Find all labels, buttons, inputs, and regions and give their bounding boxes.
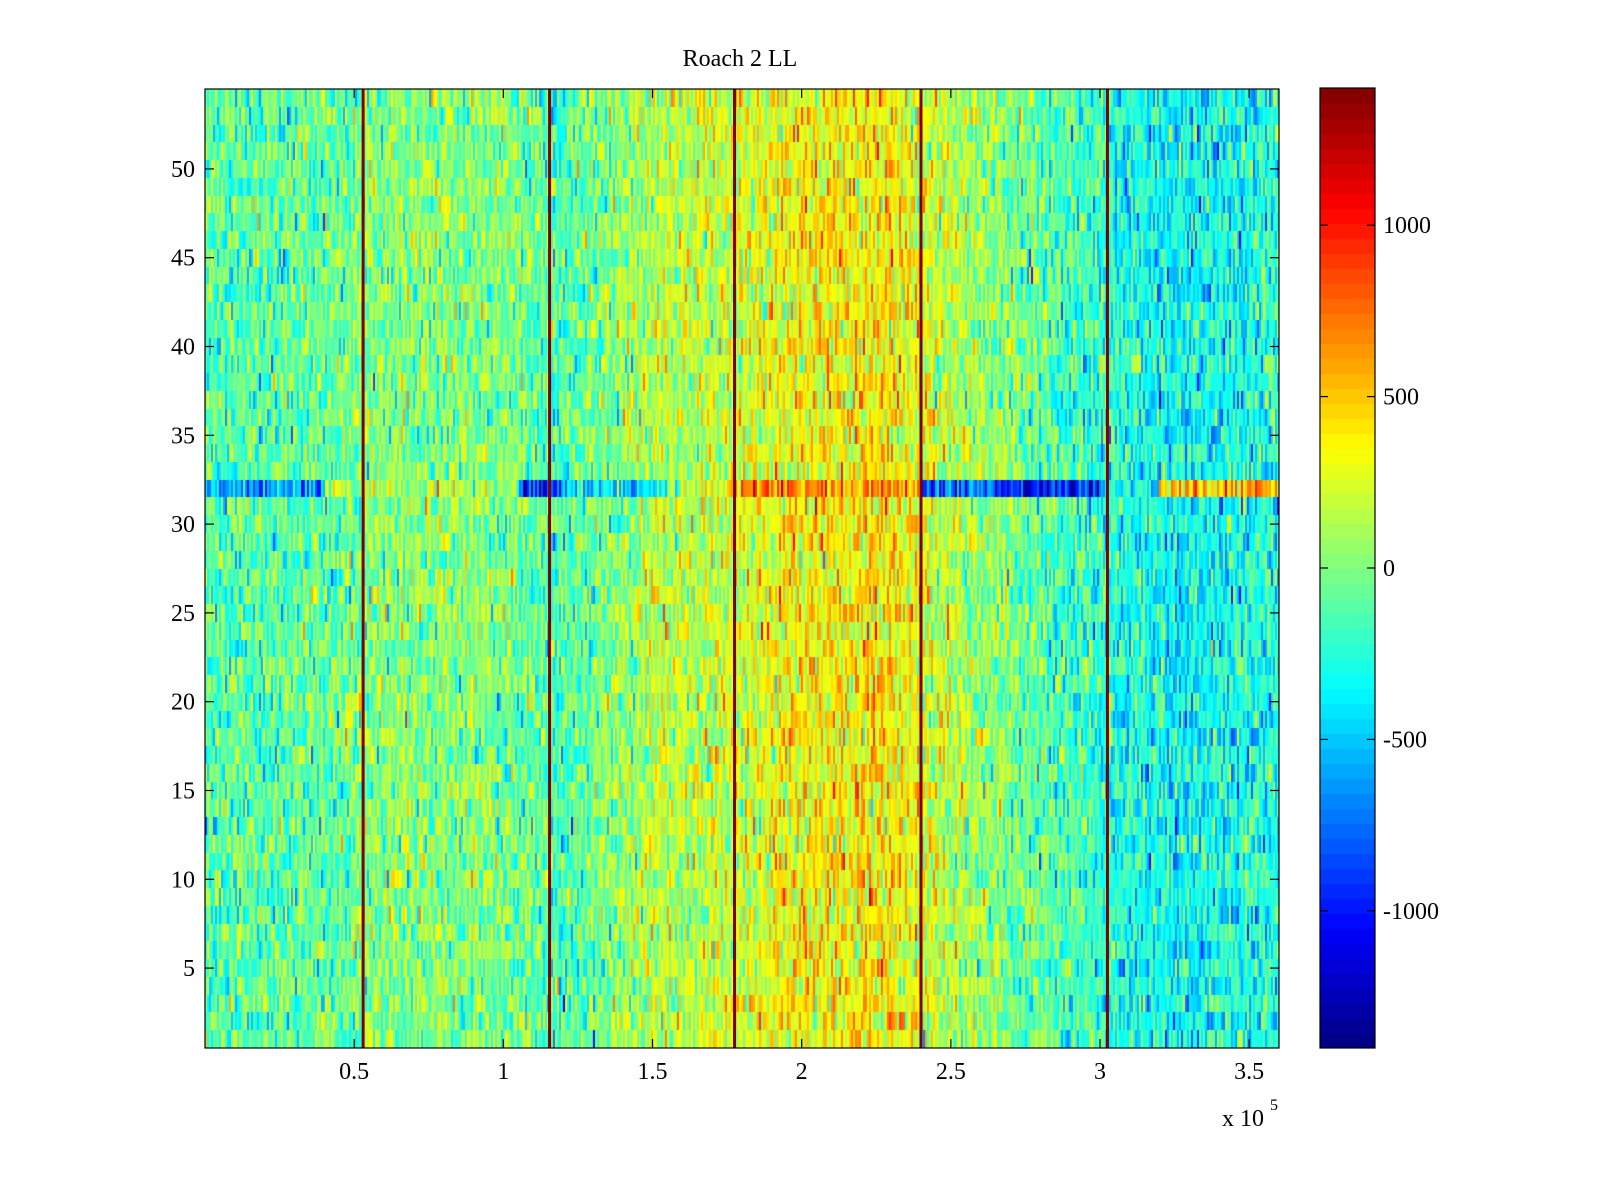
- colorbar-tick-label: 1000: [1383, 213, 1431, 239]
- y-tick-label: 45: [171, 246, 195, 272]
- x-tick-label: 1.5: [638, 1059, 668, 1085]
- x-tick-label: 3.5: [1234, 1059, 1264, 1085]
- x-axis-exponent: x 10 5: [1222, 1097, 1278, 1132]
- chart-title: Roach 2 LL: [683, 46, 798, 72]
- x-exponent-power: 5: [1270, 1097, 1278, 1114]
- y-tick-label: 25: [171, 601, 195, 627]
- x-tick-label: 0.5: [339, 1059, 369, 1085]
- colorbar-tick-label: 0: [1383, 556, 1395, 582]
- y-tick-label: 40: [171, 335, 195, 361]
- colorbar-tick-label: -500: [1383, 727, 1427, 753]
- plot-frame: [204, 88, 1280, 1049]
- x-tick-label: 1: [497, 1059, 509, 1085]
- x-exponent-base: x 10: [1222, 1106, 1264, 1132]
- y-tick-label: 30: [171, 512, 195, 538]
- y-axis: 5 10 15 20 25 30 35 40 45 50: [171, 157, 1279, 982]
- x-axis: 0.5 1 1.5 2 2.5 3 3.5: [339, 89, 1264, 1085]
- y-tick-label: 50: [171, 157, 195, 183]
- x-tick-label: 2.5: [936, 1059, 966, 1085]
- y-tick-label: 35: [171, 423, 195, 449]
- colorbar-axis: 1000 500 0 -500 -1000: [1320, 213, 1439, 925]
- y-tick-label: 15: [171, 778, 195, 804]
- vertical-lines: [361, 89, 1109, 1048]
- y-tick-label: 10: [171, 867, 195, 893]
- y-tick-label: 20: [171, 690, 195, 716]
- heatmap-area: [205, 89, 1279, 1048]
- colorbar-tick-label: 500: [1383, 385, 1419, 411]
- y-tick-label: 5: [183, 956, 195, 982]
- colorbar-tick-label: -1000: [1383, 899, 1439, 925]
- colorbar: [1320, 88, 1375, 1048]
- x-tick-label: 3: [1094, 1059, 1106, 1085]
- x-tick-label: 2: [796, 1059, 808, 1085]
